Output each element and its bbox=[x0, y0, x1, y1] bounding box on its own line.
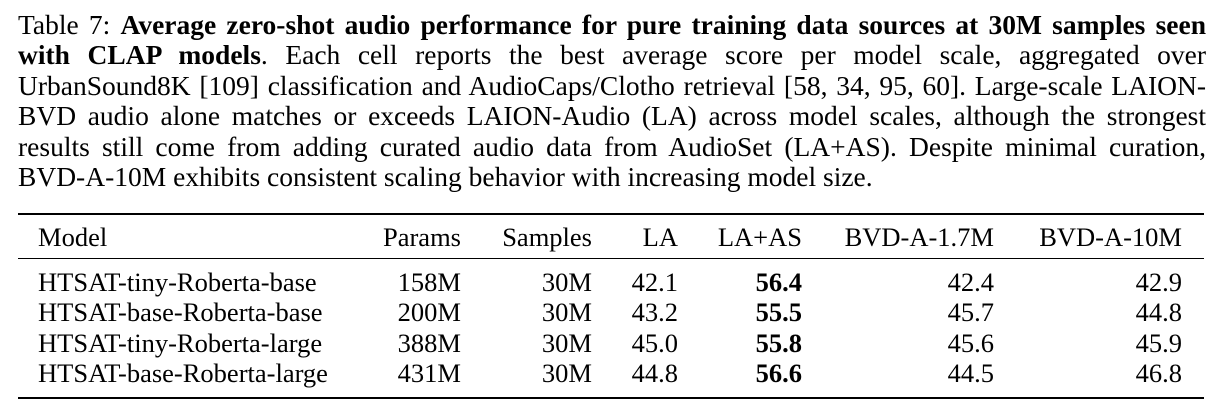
cell-bvd-a-10m: 46.8 bbox=[1135, 358, 1182, 388]
cell-params: 158M bbox=[397, 267, 461, 297]
cell-bvd-a-10m: 42.9 bbox=[1135, 267, 1182, 297]
header-samples: Samples bbox=[502, 222, 592, 252]
cell-bvd-a-1-7m: 45.7 bbox=[947, 297, 994, 327]
cell-bvd-a-10m: 45.9 bbox=[1135, 328, 1182, 358]
cell-samples: 30M bbox=[541, 328, 592, 358]
header-bvd-a-10m: BVD-A-10M bbox=[1039, 222, 1182, 252]
header-bvd-a-1-7m: BVD-A-1.7M bbox=[844, 222, 994, 252]
cell-params: 200M bbox=[397, 297, 461, 327]
cell-la-as: 55.5 bbox=[755, 297, 802, 327]
table-header-rule bbox=[18, 258, 1204, 259]
cell-la: 45.0 bbox=[631, 328, 678, 358]
cell-la: 43.2 bbox=[631, 297, 678, 327]
cell-samples: 30M bbox=[541, 267, 592, 297]
cell-bvd-a-1-7m: 44.5 bbox=[947, 358, 994, 388]
cell-la: 42.1 bbox=[631, 267, 678, 297]
cell-la: 44.8 bbox=[631, 358, 678, 388]
cell-la-as: 56.4 bbox=[755, 267, 802, 297]
header-la-as: LA+AS bbox=[717, 222, 802, 252]
cell-la-as: 56.6 bbox=[755, 358, 802, 388]
cell-bvd-a-10m: 44.8 bbox=[1135, 297, 1182, 327]
caption-body: . Each cell reports the best average sco… bbox=[18, 39, 1206, 193]
cell-bvd-a-1-7m: 45.6 bbox=[947, 328, 994, 358]
cell-la-as: 55.8 bbox=[755, 328, 802, 358]
cell-model: HTSAT-tiny-Roberta-large bbox=[38, 328, 323, 358]
table-bottom-rule bbox=[18, 397, 1204, 399]
table-top-rule bbox=[18, 213, 1204, 215]
cell-samples: 30M bbox=[541, 297, 592, 327]
cell-model: HTSAT-tiny-Roberta-base bbox=[38, 267, 317, 297]
caption-title: Average zero-shot audio performance for … bbox=[18, 9, 1206, 71]
cell-params: 431M bbox=[397, 358, 461, 388]
caption-label: Table 7: bbox=[18, 9, 111, 40]
cell-samples: 30M bbox=[541, 358, 592, 388]
header-la: LA bbox=[642, 222, 678, 252]
cell-model: HTSAT-base-Roberta-large bbox=[38, 358, 328, 388]
header-params: Params bbox=[382, 222, 461, 252]
table-caption: Table 7: Average zero-shot audio perform… bbox=[18, 9, 1206, 193]
cell-bvd-a-1-7m: 42.4 bbox=[947, 267, 994, 297]
cell-model: HTSAT-base-Roberta-base bbox=[38, 297, 323, 327]
header-model: Model bbox=[38, 222, 108, 252]
cell-params: 388M bbox=[397, 328, 461, 358]
